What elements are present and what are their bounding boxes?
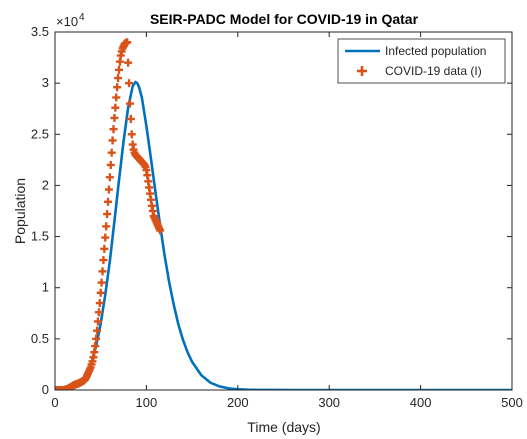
data-point	[104, 185, 113, 194]
data-point	[125, 99, 134, 108]
legend: Infected population COVID-19 data (I)	[337, 38, 506, 84]
data-point	[124, 58, 133, 67]
data-point	[123, 38, 132, 47]
data-point	[114, 74, 123, 83]
y-tick-label: 2	[42, 177, 49, 192]
y-tick-label: 0	[42, 382, 49, 397]
plot-area	[55, 32, 512, 390]
x-tick-label: 400	[410, 395, 432, 410]
data-point	[110, 113, 119, 122]
y-exponent-base: ×10	[56, 14, 78, 29]
data-point	[106, 160, 115, 169]
data-point	[114, 65, 123, 74]
legend-box	[337, 38, 506, 84]
data-point	[126, 114, 135, 123]
data-point	[96, 288, 105, 297]
data-point	[99, 256, 108, 265]
y-tick-label: 0.5	[31, 331, 49, 346]
y-tick-label: 3	[42, 75, 49, 90]
data-point	[102, 222, 111, 231]
data-point	[93, 317, 102, 326]
x-axis-label: Time (days)	[247, 419, 320, 435]
data-point	[111, 103, 120, 112]
x-tick-label: 100	[136, 395, 158, 410]
data-point	[125, 79, 134, 88]
data-point	[97, 278, 106, 287]
axes-box	[54, 31, 513, 391]
legend-swatch-data-marker	[357, 66, 367, 76]
data-point	[107, 148, 116, 157]
data-point	[105, 173, 114, 182]
data-point	[59, 386, 68, 390]
legend-label-data: COVID-19 data (I)	[385, 64, 482, 78]
legend-label-infected: Infected population	[385, 44, 486, 58]
x-tick-label: 500	[501, 395, 523, 410]
x-tick-label: 0	[51, 395, 58, 410]
data-point	[103, 210, 112, 219]
data-point	[109, 125, 118, 134]
x-tick-label: 300	[318, 395, 340, 410]
data-point	[55, 386, 64, 390]
y-tick-label: 1.5	[31, 229, 49, 244]
data-point	[55, 386, 62, 390]
y-axis-label: Population	[12, 178, 28, 244]
y-tick-label: 1	[42, 280, 49, 295]
data-point	[127, 130, 136, 139]
data-point	[94, 308, 103, 317]
data-point	[113, 83, 122, 92]
x-tick-label: 200	[227, 395, 249, 410]
data-point	[91, 342, 100, 351]
y-tick-label: 2.5	[31, 126, 49, 141]
chart-title: SEIR-PADC Model for COVID-19 in Qatar	[150, 11, 419, 27]
data-point	[101, 233, 110, 242]
data-point	[55, 386, 60, 390]
y-tick-label: 3.5	[31, 24, 49, 39]
data-point	[100, 244, 109, 253]
data-point	[98, 267, 107, 276]
data-point	[92, 334, 101, 343]
data-point	[112, 93, 121, 102]
y-exponent-power: 4	[79, 12, 85, 23]
ticks-layer: 0 100 200 300 400 500 0 0.5 1 1.5 2 2.5 3 3.5	[31, 24, 523, 410]
data-point	[93, 326, 102, 335]
data-point	[108, 136, 117, 145]
y-exponent-label: ×10 4	[56, 12, 85, 29]
data-point	[156, 226, 165, 235]
data-point	[57, 386, 66, 390]
data-point	[95, 299, 104, 308]
data-point	[104, 197, 113, 206]
